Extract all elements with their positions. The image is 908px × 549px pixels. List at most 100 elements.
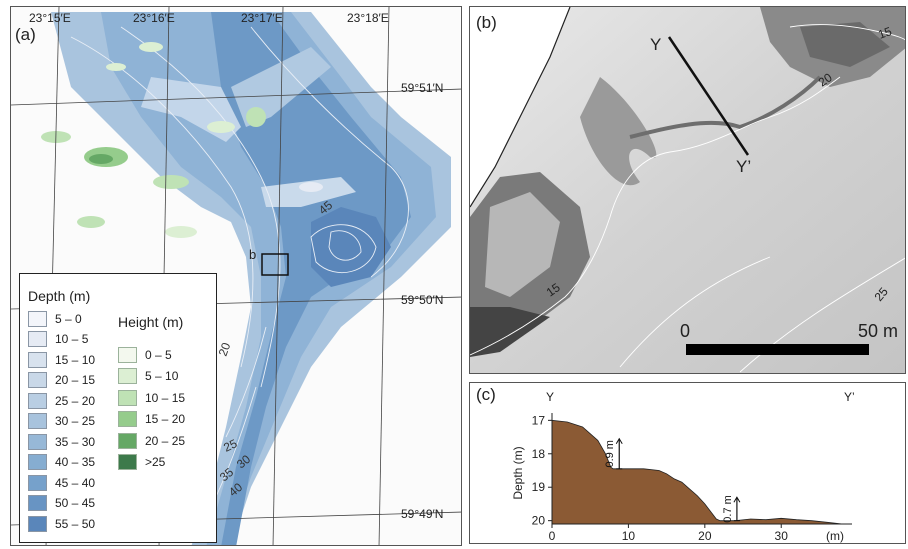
lat-label-1: 59°51′N xyxy=(401,81,444,95)
height-legend-swatch xyxy=(118,454,137,470)
lon-label-3: 23°17′E xyxy=(241,11,283,25)
height-legend-swatch xyxy=(118,432,137,449)
depth-legend-item: 55 – 50 xyxy=(28,515,95,532)
bathymetry-map: 45 20 25 35 30 40 xyxy=(11,7,461,545)
panel-b-label: (b) xyxy=(476,13,497,32)
depth-legend-swatch xyxy=(28,433,47,450)
lon-label-4: 23°18′E xyxy=(347,11,389,25)
height-legend-label: >25 xyxy=(145,455,166,469)
height-legend-item: 0 – 5 xyxy=(118,346,172,363)
depth-legend-label: 40 – 35 xyxy=(55,455,96,469)
contour-label-20: 20 xyxy=(216,340,234,358)
height-legend-item: 5 – 10 xyxy=(118,368,178,385)
step-height-0-7-label: 0.7 m xyxy=(722,495,734,523)
height-legend-title: Height (m) xyxy=(118,314,184,330)
height-legend-swatch xyxy=(118,411,137,427)
depth-legend-swatch xyxy=(28,495,47,511)
depth-legend-label: 20 – 15 xyxy=(55,373,96,387)
drift-scarp xyxy=(580,77,657,186)
depth-legend-swatch xyxy=(28,351,47,368)
profile-area xyxy=(551,419,843,525)
profile-line[interactable] xyxy=(667,36,750,156)
depth-legend-item: 50 – 45 xyxy=(28,495,95,512)
height-legend-swatch xyxy=(118,368,137,384)
step-height-0-7-arrowhead xyxy=(733,496,741,503)
depth-legend-label: 25 – 20 xyxy=(55,393,96,408)
scale-start-label: 0 xyxy=(680,321,691,341)
height-legend-item: >25 xyxy=(118,454,165,471)
depth-legend-item: 35 – 30 xyxy=(28,433,95,450)
height-legend-label: 10 – 15 xyxy=(145,390,186,405)
lat-label-3: 59°49′N xyxy=(401,507,444,521)
map-legend: Depth (m) Height (m) 5 – 0 10 – 5 15 – 10 2… xyxy=(19,273,217,543)
depth-legend-item: 15 – 10 xyxy=(28,351,95,368)
scale-bar xyxy=(686,344,869,355)
height-legend-swatch xyxy=(118,389,137,406)
panel-c-label: (c) xyxy=(476,385,496,404)
y-tick-label: 18 xyxy=(532,447,546,461)
depth-legend-swatch xyxy=(28,372,47,388)
height-legend-label: 20 – 25 xyxy=(145,433,186,448)
depth-legend-item: 30 – 25 xyxy=(28,413,95,430)
site-b-label: b xyxy=(249,247,257,262)
step-height-0-9-arrowhead xyxy=(615,437,623,444)
height-legend-item: 10 – 15 xyxy=(118,389,185,406)
x-tick-label: 0 xyxy=(549,529,556,543)
depth-legend-label: 30 – 25 xyxy=(55,414,96,428)
y-axis-title: Depth (m) xyxy=(511,446,525,499)
channel-central xyxy=(261,177,356,207)
depth-legend-label: 10 – 5 xyxy=(55,332,89,346)
no-data-area xyxy=(470,7,570,207)
survey-area-deep xyxy=(211,12,411,545)
height-legend-label: 5 – 10 xyxy=(145,369,179,383)
x-tick-label: 30 xyxy=(775,529,789,543)
y-tick-label: 19 xyxy=(532,480,546,494)
depth-legend-title: Depth (m) xyxy=(28,288,91,304)
depth-legend-label: 15 – 10 xyxy=(55,352,96,367)
depth-legend-item: 40 – 35 xyxy=(28,454,95,471)
x-axis-unit: (m) xyxy=(826,529,844,543)
height-legend-swatch xyxy=(118,346,137,363)
lon-label-1: 23°15′E xyxy=(29,11,71,25)
step-height-0-9-label: 0.9 m xyxy=(604,440,616,468)
y-tick-label: 20 xyxy=(532,514,546,528)
scale-end-label: 50 m xyxy=(858,321,899,341)
depth-legend-swatch xyxy=(28,515,47,532)
depth-legend-swatch xyxy=(28,454,47,470)
height-legend-item: 15 – 20 xyxy=(118,411,185,428)
depth-legend-item: 45 – 40 xyxy=(28,474,95,491)
lat-label-2: 59°50′N xyxy=(401,293,444,307)
profile-y-label: Y xyxy=(546,390,555,404)
profile-panel: 17 18 19 20 0 10 20 30 (m) Depth (m) 0.9 m 0.7 m (… xyxy=(469,382,906,544)
depth-legend-item: 25 – 20 xyxy=(28,392,95,409)
depth-legend-swatch xyxy=(28,310,47,327)
depth-legend-item: 20 – 15 xyxy=(28,372,95,389)
y-tick-label: 17 xyxy=(532,413,546,427)
depth-legend-label: 35 – 30 xyxy=(55,434,96,449)
depth-legend-item: 10 – 5 xyxy=(28,331,88,348)
depth-legend-item: 5 – 0 xyxy=(28,310,82,327)
bathymetry-map-panel: 45 20 25 35 30 40 (a) 23°15′E 23°16′E 23… xyxy=(10,6,462,546)
hillshade-panel: 15 20 15 25 (b) Y Y’ 0 50 m xyxy=(469,6,906,374)
depth-legend-swatch xyxy=(28,392,47,409)
lon-label-2: 23°16′E xyxy=(133,11,175,25)
depth-legend-swatch xyxy=(28,413,47,429)
height-legend-label: 0 – 5 xyxy=(145,347,172,362)
profile-end-label: Y’ xyxy=(736,157,752,176)
deep-basin xyxy=(311,207,391,287)
contour-label-25: 25 xyxy=(221,436,239,454)
depth-legend-swatch xyxy=(28,331,47,347)
contour-label-b-15a: 15 xyxy=(876,24,894,42)
depth-legend-swatch xyxy=(28,474,47,491)
hillshade-contours xyxy=(470,24,905,373)
x-tick-label: 10 xyxy=(622,529,636,543)
profile-y-prime-label: Y’ xyxy=(844,390,855,404)
site-b-box[interactable] xyxy=(261,253,289,276)
depth-legend-label: 5 – 0 xyxy=(55,311,82,326)
depth-legend-label: 45 – 40 xyxy=(55,475,96,490)
depth-legend-label: 55 – 50 xyxy=(55,516,96,531)
depth-legend-label: 50 – 45 xyxy=(55,496,96,510)
height-legend-label: 15 – 20 xyxy=(145,412,186,426)
panel-a-label: (a) xyxy=(15,25,36,44)
